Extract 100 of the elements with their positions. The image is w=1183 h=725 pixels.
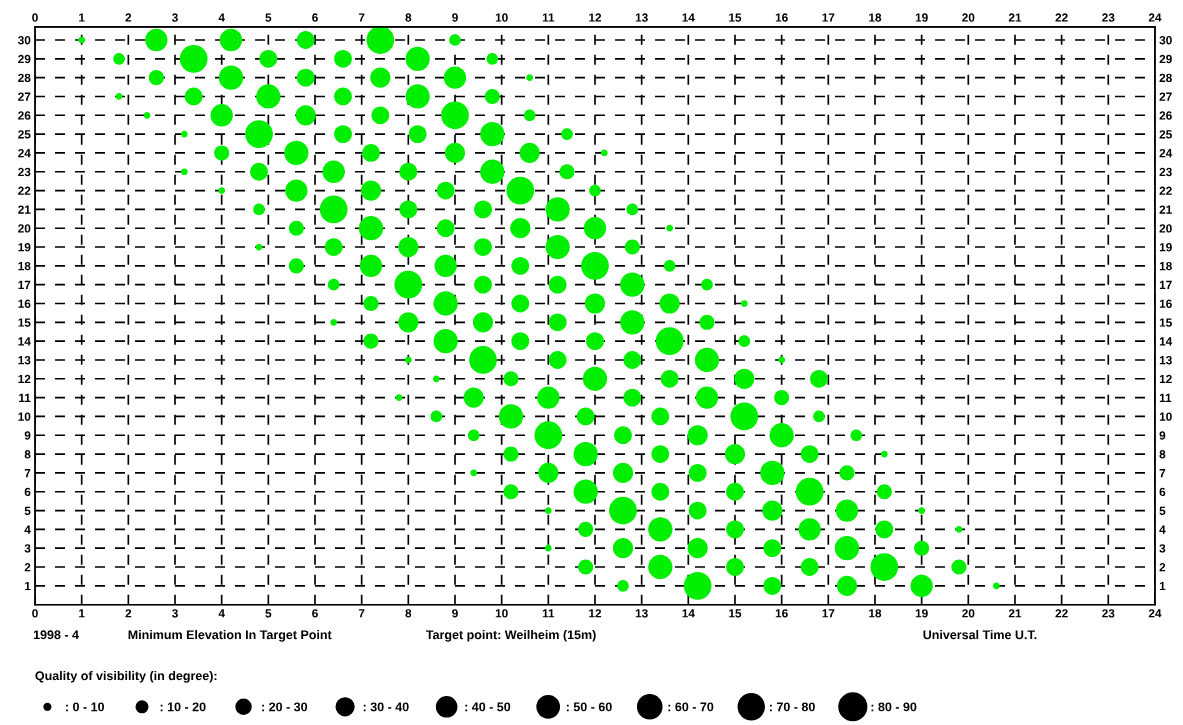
x-tick-label: 0 (32, 609, 38, 618)
x2-tick-label: 1 (79, 13, 85, 22)
x-tick-label: 11 (542, 609, 555, 618)
x2-tick-label: 3 (172, 13, 178, 22)
x2-tick-label: 4 (218, 13, 225, 22)
x2-tick-label: 13 (635, 13, 648, 22)
x2-tick-label: 9 (452, 13, 458, 22)
y-tick-label: 30 (17, 36, 31, 45)
y-tick-label: 8 (24, 450, 31, 459)
legend-label: : 0 - 10 (66, 702, 104, 712)
x-tick-label: 9 (452, 609, 458, 618)
y-tick-label: 2 (24, 563, 31, 572)
y-tick-label: 26 (18, 111, 31, 120)
x2-tick-label: 14 (682, 13, 695, 22)
legend-label: : 80 - 90 (871, 702, 917, 712)
legend-label: : 20 - 30 (262, 702, 308, 712)
y2-tick-label: 20 (1159, 224, 1172, 233)
y2-tick-label: 17 (1159, 280, 1172, 289)
x2-tick-label: 5 (265, 13, 272, 22)
y2-tick-label: 7 (1159, 469, 1166, 478)
x2-tick-label: 24 (1148, 13, 1162, 22)
y2-tick-label: 2 (1159, 563, 1166, 572)
x-tick-label: 24 (1148, 609, 1162, 618)
x2-tick-label: 15 (729, 13, 742, 22)
y-tick-label: 24 (18, 148, 31, 158)
x-tick-label: 2 (125, 609, 132, 618)
y2-tick-label: 30 (1159, 36, 1172, 45)
legend-label: : 10 - 20 (160, 702, 206, 712)
x-tick-label: 23 (1102, 609, 1115, 618)
x-tick-label: 16 (775, 609, 788, 618)
y2-tick-label: 9 (1159, 431, 1166, 440)
y-tick-label: 10 (18, 412, 31, 421)
legend-label: : 40 - 50 (465, 702, 511, 712)
y-tick-label: 28 (18, 73, 31, 83)
y-tick-label: 17 (18, 280, 31, 289)
y2-tick-label: 18 (1159, 261, 1172, 271)
y2-tick-label: 29 (1159, 54, 1172, 64)
x2-tick-label: 2 (125, 13, 132, 22)
y-tick-label: 3 (24, 544, 31, 553)
y2-tick-label: 21 (1159, 205, 1172, 214)
y-tick-label: 4 (24, 525, 31, 534)
text: Target point: Weilheim (15m) (426, 629, 596, 642)
x-tick-label: 22 (1055, 609, 1068, 618)
y2-tick-label: 12 (1159, 374, 1172, 384)
y2-tick-label: 13 (1159, 356, 1172, 365)
y-tick-label: 27 (18, 92, 31, 101)
legend-title: Quality of visibility (in degree): (35, 670, 217, 683)
y-tick-label: 19 (18, 243, 31, 252)
y2-tick-label: 6 (1159, 487, 1166, 497)
y-tick-label: 9 (24, 431, 31, 440)
x-tick-label: 6 (312, 609, 318, 618)
x-tick-label: 19 (915, 609, 928, 618)
x-tick-label: 21 (1008, 609, 1022, 618)
x-tick-label: 20 (962, 609, 975, 618)
legend-label: : 60 - 70 (668, 702, 714, 712)
x2-tick-label: 23 (1102, 13, 1115, 22)
x-tick-label: 4 (218, 609, 225, 618)
y2-tick-label: 26 (1159, 111, 1172, 120)
x-tick-label: 17 (822, 609, 835, 618)
y2-tick-label: 24 (1159, 148, 1173, 158)
x2-tick-label: 7 (358, 13, 365, 22)
y2-tick-label: 22 (1159, 186, 1172, 195)
x2-tick-label: 8 (405, 13, 412, 22)
y2-tick-label: 8 (1159, 450, 1166, 459)
y-tick-label: 7 (24, 469, 31, 478)
x2-tick-label: 12 (589, 13, 602, 22)
text: Minimum Elevation In Target Point (128, 629, 332, 642)
y-tick-label: 22 (18, 186, 31, 195)
y-tick-label: 1 (25, 581, 31, 591)
y-tick-label: 21 (18, 205, 31, 214)
y-tick-label: 15 (18, 318, 31, 327)
y2-tick-label: 15 (1159, 318, 1172, 327)
x-tick-label: 1 (79, 609, 85, 618)
y2-tick-label: 5 (1159, 506, 1166, 515)
x2-tick-label: 6 (312, 13, 318, 22)
x2-tick-label: 21 (1008, 13, 1022, 22)
y2-tick-label: 28 (1159, 73, 1172, 83)
x2-tick-label: 11 (542, 13, 555, 22)
legend-label: : 50 - 60 (566, 702, 612, 712)
x-tick-label: 12 (589, 609, 602, 618)
y-tick-label: 11 (19, 393, 31, 402)
y2-tick-label: 23 (1159, 167, 1172, 177)
x-tick-label: 7 (358, 609, 365, 618)
text: 1998 - 4 (33, 630, 79, 640)
y-tick-label: 13 (18, 356, 31, 365)
y2-tick-label: 19 (1159, 243, 1172, 252)
y2-tick-label: 4 (1159, 525, 1166, 534)
x-tick-label: 5 (265, 609, 272, 618)
text: Universal Time U.T. (923, 630, 1037, 640)
x2-tick-label: 22 (1055, 13, 1068, 22)
y2-tick-label: 3 (1159, 544, 1166, 553)
x2-tick-label: 17 (822, 13, 835, 22)
y-tick-label: 14 (18, 337, 31, 346)
y-tick-label: 20 (18, 224, 31, 233)
x2-tick-label: 16 (775, 13, 788, 22)
y2-tick-label: 10 (1159, 412, 1172, 421)
x-tick-label: 14 (682, 609, 695, 618)
x-tick-label: 8 (405, 609, 412, 618)
y2-tick-label: 11 (1159, 393, 1172, 402)
x2-tick-label: 19 (915, 13, 928, 22)
